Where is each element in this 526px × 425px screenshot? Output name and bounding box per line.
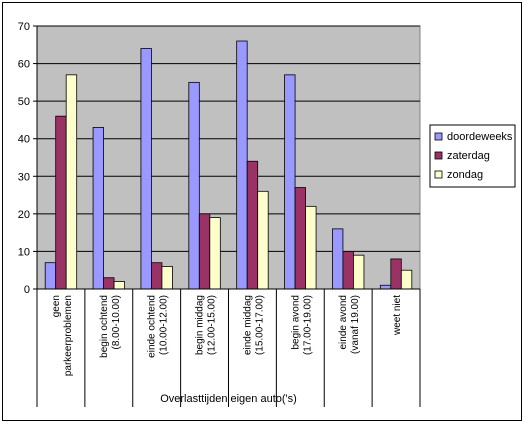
category-label: begin ochtend (8.00-10.00) bbox=[99, 295, 122, 358]
category-label-line: (vanaf 19.00) bbox=[350, 295, 361, 354]
category-label-line: (8.00-10.00) bbox=[111, 295, 122, 349]
category-label-line: (17.00-19.00) bbox=[302, 295, 313, 355]
bar-zaterdag-6 bbox=[342, 251, 354, 290]
bars bbox=[44, 40, 413, 290]
bar-zondag-7 bbox=[400, 269, 413, 290]
legend: doordeweeks zaterdag zondag bbox=[429, 124, 516, 188]
category-label-line: (15.00-17.00) bbox=[254, 295, 265, 355]
category-label-line: einde avond bbox=[338, 295, 349, 350]
bar-doordeweeks-2 bbox=[140, 48, 152, 290]
category-label-line: weet niet bbox=[392, 295, 403, 336]
category-label-line: einde ochtend bbox=[147, 295, 158, 358]
category-label-line: begin ochtend bbox=[99, 295, 110, 358]
category-label: einde ochtend (10.00-12.00) bbox=[147, 295, 170, 358]
bar-zondag-4 bbox=[257, 190, 269, 290]
x-axis: geen parkeerproblemen begin ochtend (8.00-1… bbox=[36, 288, 421, 407]
category-label-line: begin middag bbox=[195, 295, 206, 355]
bar-zaterdag-5 bbox=[294, 187, 306, 290]
legend-swatch-zaterdag bbox=[434, 151, 443, 160]
bar-zondag-6 bbox=[353, 254, 365, 290]
legend-swatch-zondag bbox=[434, 170, 443, 179]
bar-doordeweeks-7 bbox=[379, 284, 392, 290]
bar-zaterdag-4 bbox=[246, 160, 259, 290]
bar-zaterdag-2 bbox=[151, 262, 163, 290]
x-axis-title: Overlasttijden eigen auto('s) bbox=[160, 393, 297, 405]
bar-zondag-0 bbox=[65, 74, 78, 290]
category-label: begin avond (17.00-19.00) bbox=[290, 295, 313, 355]
y-tick-label: 50 bbox=[18, 96, 30, 108]
y-tick-label: 40 bbox=[18, 134, 30, 146]
category-label-line: (12.00-15.00) bbox=[207, 295, 218, 355]
bar-zondag-3 bbox=[209, 217, 221, 290]
category-label-line: einde middag bbox=[242, 295, 253, 355]
y-tick-label: 10 bbox=[18, 246, 30, 258]
category-label: geen parkeerproblemen bbox=[51, 295, 74, 376]
y-tick-label: 20 bbox=[18, 209, 30, 221]
legend-label-zaterdag: zaterdag bbox=[447, 150, 490, 162]
bar-doordeweeks-3 bbox=[188, 81, 200, 290]
bar-doordeweeks-0 bbox=[44, 262, 57, 290]
bar-zondag-5 bbox=[305, 205, 317, 290]
bar-zondag-2 bbox=[161, 266, 173, 290]
legend-label-zondag: zondag bbox=[447, 169, 483, 181]
category-label-line: (10.00-12.00) bbox=[159, 295, 170, 355]
legend-label-doordeweeks: doordeweeks bbox=[447, 131, 513, 143]
y-tick-label: 30 bbox=[18, 171, 30, 183]
bar-doordeweeks-1 bbox=[92, 127, 104, 290]
y-axis: 0 10 20 30 40 50 60 70 bbox=[18, 21, 38, 296]
category-label: begin middag (12.00-15.00) bbox=[195, 295, 218, 355]
y-tick-label: 0 bbox=[24, 284, 30, 296]
category-label-line: geen bbox=[51, 295, 62, 317]
legend-box bbox=[429, 124, 516, 188]
category-label: einde avond (vanaf 19.00) bbox=[338, 295, 361, 354]
bar-zondag-1 bbox=[113, 281, 125, 290]
bar-zaterdag-0 bbox=[55, 115, 67, 290]
bar-zaterdag-7 bbox=[390, 258, 402, 290]
bar-doordeweeks-5 bbox=[284, 74, 296, 290]
category-label-line: parkeerproblemen bbox=[63, 295, 74, 376]
bar-doordeweeks-4 bbox=[236, 40, 248, 290]
category-label-line: begin avond bbox=[290, 295, 301, 350]
bar-doordeweeks-6 bbox=[332, 228, 344, 290]
legend-swatch-doordeweeks bbox=[434, 132, 443, 141]
category-label: weet niet bbox=[392, 295, 403, 336]
y-tick-label: 70 bbox=[18, 21, 30, 33]
category-label: einde middag (15.00-17.00) bbox=[242, 295, 265, 355]
bar-zaterdag-1 bbox=[103, 277, 115, 290]
bar-zaterdag-3 bbox=[198, 213, 211, 290]
y-tick-label: 60 bbox=[18, 59, 30, 71]
